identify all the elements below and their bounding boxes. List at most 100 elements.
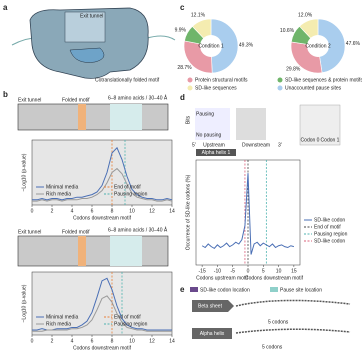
value-label: 49.3% xyxy=(239,43,254,49)
pie-center xyxy=(307,35,329,57)
value-label: 9.9% xyxy=(175,28,187,34)
label: Exit tunnel xyxy=(80,13,103,19)
value-label: 29.8% xyxy=(286,67,301,73)
label: Codon 1 xyxy=(321,137,340,143)
x-tick-label: 2 xyxy=(51,338,54,344)
label: 6–8 amino acids / 30–40 Å xyxy=(108,94,168,101)
legend-label: Pausing region xyxy=(114,191,148,197)
x-tick-label: 0 xyxy=(31,208,34,214)
beta-shape xyxy=(192,300,234,312)
legend-label: Minimal media xyxy=(46,314,78,320)
value-label: 10.6% xyxy=(280,28,295,34)
ribosome-diagram xyxy=(11,7,176,79)
series-line xyxy=(32,277,172,331)
value-label: 47.6% xyxy=(346,41,361,47)
x-tick-label: 8 xyxy=(111,208,114,214)
legend-label: Minimal media xyxy=(46,184,78,190)
x-tick-label: -10 xyxy=(214,268,221,274)
label: Pausing xyxy=(196,111,214,117)
series-line xyxy=(32,167,173,202)
tunnel-diagram xyxy=(17,103,169,267)
x-tick-label: 14 xyxy=(169,338,175,344)
y-axis-label: −Log10 (p-value) xyxy=(21,153,27,191)
y-axis-label: −Log10 (p-value) xyxy=(21,284,27,322)
x-tick-label: 4 xyxy=(71,208,74,214)
label: Exit tunnel xyxy=(18,229,41,235)
x-tick-label: 10 xyxy=(129,208,135,214)
peptide xyxy=(235,299,351,334)
label: Folded motif xyxy=(62,97,90,103)
pie-slice xyxy=(317,18,346,74)
x-tick-label: -15 xyxy=(199,268,206,274)
label: 5' xyxy=(192,142,196,148)
value-label: 12.1% xyxy=(191,13,206,19)
x-axis-label: Codons downstream motif xyxy=(245,275,304,281)
helix-shape xyxy=(192,328,232,339)
label: Beta sheet xyxy=(198,303,223,309)
x-tick-label: 0 xyxy=(31,338,34,344)
x-axis-label: Codons downstream motif xyxy=(73,215,132,221)
legend-label: Pausing region xyxy=(114,321,148,327)
label: Bits xyxy=(185,115,191,124)
legend-label: SD-like sequences & protein motifs xyxy=(285,77,362,83)
plot-area xyxy=(31,139,173,206)
x-tick-label: 2 xyxy=(51,208,54,214)
x-tick-label: 14 xyxy=(169,208,175,214)
label: No pausing xyxy=(196,132,222,138)
legend-label: SD-like codon location xyxy=(200,287,250,293)
x-tick-label: 12 xyxy=(149,338,155,344)
label: Codon 0 xyxy=(301,137,320,143)
legend-label: Rich media xyxy=(46,191,71,197)
legend-label: SD-like codon xyxy=(314,238,345,244)
x-tick-label: 10 xyxy=(129,338,135,344)
series-line xyxy=(201,173,295,255)
label: Alpha helix 1 xyxy=(202,150,231,156)
series-line xyxy=(32,146,173,201)
label: Downstream xyxy=(242,142,270,148)
x-tick-label: 8 xyxy=(111,338,114,344)
label: Exit tunnel xyxy=(18,97,41,103)
pie-center xyxy=(200,35,222,57)
x-tick-label: 6 xyxy=(91,338,94,344)
panel-label: b xyxy=(3,90,8,99)
logo-box xyxy=(236,108,266,140)
panel-label: e xyxy=(180,285,185,294)
label: 6–8 amino acids / 30–40 Å xyxy=(108,226,168,233)
legend-swatch xyxy=(277,85,283,91)
legend-swatch xyxy=(270,287,278,292)
label: Alpha helix xyxy=(200,331,225,337)
x-axis-label: Codons downstream motif xyxy=(73,345,132,351)
legend-label: Pausing region xyxy=(314,231,348,237)
label: Cotranslationally folded motif xyxy=(95,77,160,83)
pie-slice xyxy=(210,18,239,74)
x-tick-label: 0 xyxy=(247,268,250,274)
legend-label: End of motif xyxy=(314,224,341,230)
legend-label: SD-like sequences xyxy=(195,85,237,91)
legend-swatch xyxy=(190,287,198,292)
x-tick-label: 6 xyxy=(91,208,94,214)
panel-label: d xyxy=(180,93,185,102)
label: Upstream xyxy=(203,142,225,148)
label: 5 codons xyxy=(262,344,283,350)
legend-label: End of motif xyxy=(114,184,141,190)
y-axis-label: Occurrence of SD-like codons (%) xyxy=(185,174,191,250)
logo-box xyxy=(195,108,230,140)
legend-swatch xyxy=(187,85,193,91)
label: Folded motif xyxy=(62,229,90,235)
legend-label: Protein structural motifs xyxy=(195,77,248,83)
pie-title: Condition 2 xyxy=(305,43,331,49)
pie-title: Condition 1 xyxy=(198,43,224,49)
label: 5 codons xyxy=(268,319,289,325)
legend-label: End of motif xyxy=(114,314,141,320)
legend-swatch xyxy=(277,77,283,83)
series-line xyxy=(32,295,172,332)
label: 3' xyxy=(278,142,282,148)
value-label: 12.0% xyxy=(298,13,313,19)
logo-zoom xyxy=(299,104,341,146)
x-tick-label: 5 xyxy=(262,268,265,274)
x-tick-label: -5 xyxy=(230,268,235,274)
legend-label: SD-like codon xyxy=(314,217,345,223)
x-tick-label: 12 xyxy=(149,208,155,214)
